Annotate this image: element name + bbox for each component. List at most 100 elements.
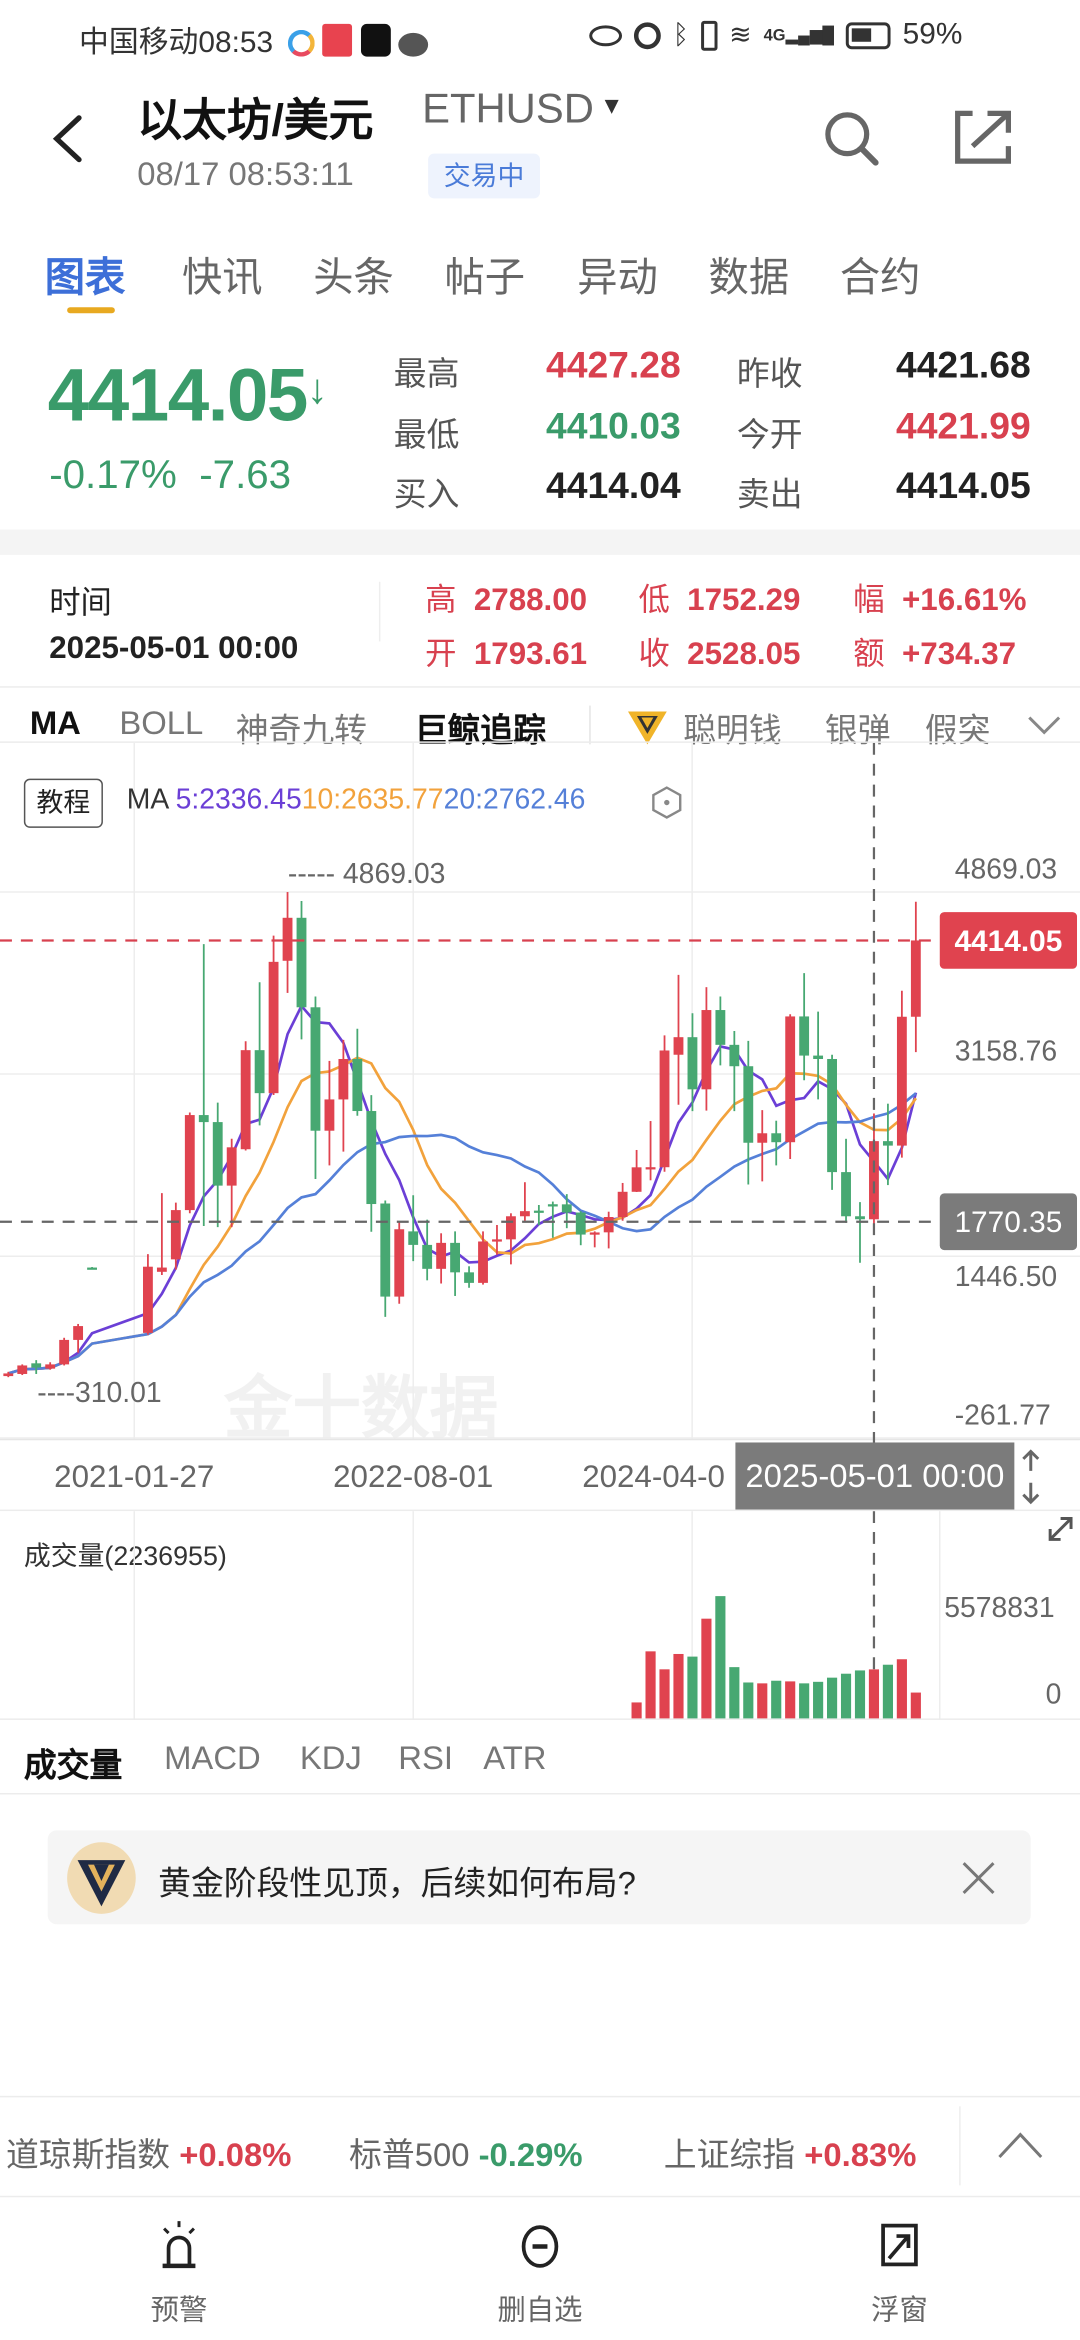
close-icon[interactable] — [961, 1860, 997, 1896]
symbol-selector[interactable]: ETHUSD ▼ — [422, 85, 623, 133]
vertical-scale-icon[interactable] — [1017, 1447, 1044, 1507]
candle-body — [575, 1212, 586, 1235]
chevron-up-icon[interactable] — [996, 2130, 1044, 2160]
tutorial-button[interactable]: 教程 — [23, 778, 103, 828]
chevron-down-icon[interactable] — [1026, 713, 1062, 737]
candle — [603, 1211, 614, 1249]
info-label: 低 — [638, 583, 670, 618]
y-tick-label: 1446.50 — [955, 1261, 1057, 1293]
volume-bar — [771, 1680, 782, 1719]
volume-bar — [882, 1664, 893, 1719]
indicator-tab-ma[interactable]: MA — [29, 704, 81, 742]
candle — [338, 1039, 349, 1152]
candle — [561, 1194, 572, 1229]
candle — [156, 1193, 167, 1276]
candle — [59, 1337, 70, 1366]
nav-alert[interactable] — [119, 2214, 238, 2280]
tab-chart[interactable]: 图表 — [44, 255, 126, 300]
candle — [31, 1360, 42, 1374]
candle — [827, 1054, 837, 1190]
divider — [0, 2195, 1080, 2198]
promo-banner[interactable]: 黄金阶段性见顶，后续如何布局? — [47, 1830, 1031, 1925]
info-value: 2528.05 — [687, 636, 801, 672]
candlestick-chart[interactable]: 金十数据 4869.03 3158.76 1446.50 -261.77 2021-01-… — [0, 742, 1080, 1512]
candle — [575, 1211, 586, 1246]
sub-tab-rsi[interactable]: RSI — [398, 1739, 454, 1777]
nav-remove-watchlist[interactable] — [480, 2214, 599, 2280]
info-high: 高 2788.00 — [425, 576, 587, 621]
tab-flash-news[interactable]: 快讯 — [181, 255, 263, 300]
candle-body — [478, 1241, 488, 1283]
tab-posts[interactable]: 帖子 — [444, 255, 526, 300]
back-icon[interactable] — [49, 113, 88, 164]
ticker-item-shanghai[interactable]: 上证综指 +0.83% — [664, 2129, 917, 2177]
tab-movements[interactable]: 异动 — [577, 255, 658, 300]
max-price-label: ----- 4869.03 — [288, 858, 445, 890]
volume-bar — [813, 1681, 824, 1719]
nav-float-window[interactable] — [840, 2214, 959, 2280]
symbol-code: ETHUSD — [422, 85, 594, 132]
page-title: 以太坊/美元 — [137, 96, 374, 147]
settings-hexagon-icon[interactable] — [650, 785, 683, 821]
price-value: 4414.05 — [47, 353, 309, 438]
volume-bar — [854, 1670, 866, 1719]
y-tick-label: 3158.76 — [955, 1036, 1057, 1068]
candle — [184, 1112, 195, 1214]
ticker-item-sp500[interactable]: 标普500 -0.29% — [349, 2129, 583, 2177]
stat-value-low: 4410.03 — [545, 405, 681, 448]
candle — [813, 1011, 824, 1100]
ticker-divider — [959, 2106, 961, 2186]
arrow-down-icon: ↓ — [306, 365, 328, 412]
indicator-tab-false-breakout[interactable]: 假突破 — [924, 711, 991, 746]
sub-tab-volume[interactable]: 成交量 — [23, 1746, 123, 1785]
candle — [533, 1204, 544, 1226]
sub-tab-atr[interactable]: ATR — [483, 1739, 547, 1777]
candle — [492, 1224, 502, 1255]
tab-data[interactable]: 数据 — [708, 255, 790, 300]
search-icon[interactable] — [820, 107, 883, 170]
candle — [729, 1031, 740, 1112]
indicator-tab-silver-bullet[interactable]: 银弹 — [824, 711, 891, 746]
last-price: 4414.05↓ — [47, 352, 328, 439]
stat-value-high: 4427.28 — [545, 344, 681, 387]
candle — [282, 892, 293, 993]
indicator-tab-smart-money[interactable]: 聪明钱 — [683, 711, 782, 746]
indicator-tab-boll[interactable]: BOLL — [119, 704, 204, 742]
y-tick-label: -261.77 — [955, 1400, 1051, 1432]
candle-body — [841, 1172, 851, 1217]
candle-body — [450, 1242, 461, 1273]
share-icon[interactable] — [952, 107, 1018, 167]
indicator-tab-td-sequential[interactable]: 神奇九转 — [235, 711, 367, 746]
candle-body — [631, 1167, 642, 1192]
candle — [212, 1102, 223, 1228]
battery-level: 59% — [902, 17, 963, 51]
candle — [673, 974, 684, 1105]
stat-label-bid: 买入 — [393, 475, 460, 514]
volume-chart[interactable] — [0, 1511, 1080, 1720]
tab-contracts[interactable]: 合约 — [839, 255, 921, 300]
alarm-icon — [633, 21, 661, 49]
candle — [785, 1014, 796, 1160]
volume-bar — [840, 1673, 852, 1719]
remove-watchlist-icon — [521, 2225, 559, 2268]
indicator-tab-whale-tracking[interactable]: 巨鲸追踪 — [414, 711, 546, 746]
candle-body — [282, 917, 293, 961]
candle-body — [59, 1339, 70, 1365]
volume-bar — [743, 1682, 754, 1719]
expand-icon[interactable] — [1044, 1513, 1077, 1546]
candle-body — [715, 1010, 726, 1045]
tab-headlines[interactable]: 头条 — [313, 255, 394, 300]
candle — [841, 1138, 851, 1223]
candle-body — [492, 1239, 502, 1242]
volume-bar — [757, 1683, 768, 1719]
clock: 08:53 — [198, 26, 274, 60]
sub-tab-macd[interactable]: MACD — [164, 1739, 261, 1777]
crosshair-time: 2025-05-01 00:00 — [49, 630, 299, 666]
candle-body — [3, 1373, 14, 1377]
ticker-change: -0.29% — [478, 2136, 583, 2174]
y-tick-label: 4869.03 — [955, 854, 1057, 886]
sub-tab-kdj[interactable]: KDJ — [299, 1739, 362, 1777]
candle-body — [296, 917, 307, 1008]
candle-body — [240, 1050, 251, 1150]
ticker-item-dow[interactable]: 道琼斯指数 +0.08% — [6, 2129, 291, 2177]
